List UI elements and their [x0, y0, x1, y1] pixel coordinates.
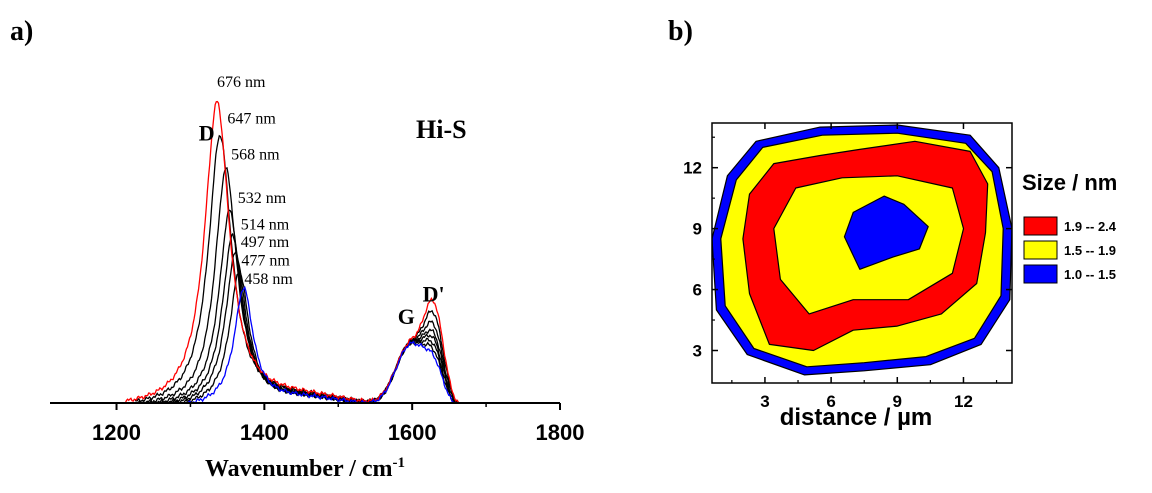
y-tick-label: 3 [693, 342, 702, 361]
y-tick-label: 9 [693, 220, 702, 239]
map-axis-ticks: 3 6 9 12 3 6 9 12 [683, 123, 1012, 411]
spectrum-line [134, 134, 486, 405]
x-axis-label: Wavenumber / cm-1 [205, 455, 405, 482]
map-x-axis-label: distance / µm [780, 404, 933, 431]
spectrum-line [135, 209, 486, 404]
spectrum-line [135, 232, 486, 404]
legend-label: 1.9 -- 2.4 [1064, 219, 1117, 234]
band-label: G [398, 304, 415, 329]
spectrum-line [135, 271, 486, 405]
peak-label: 647 nm [227, 111, 276, 128]
x-tick-label: 1200 [92, 420, 141, 445]
peak-label: 458 nm [244, 271, 293, 288]
x-axis-ticks: 1200 1400 1600 1800 [92, 403, 584, 445]
x-tick-label: 1600 [388, 420, 437, 445]
map-frame [711, 122, 1013, 384]
legend-swatch [1023, 264, 1058, 284]
y-tick-label: 6 [693, 281, 702, 300]
y-tick-label: 12 [683, 159, 702, 178]
map-legend: 1.9 -- 2.4 1.5 -- 1.9 1.0 -- 1.5 [1023, 216, 1117, 284]
contour-region [843, 195, 929, 270]
legend-title: Size / nm [1022, 170, 1117, 195]
sample-label: Hi-S [416, 115, 467, 144]
peak-label: 514 nm [241, 217, 290, 234]
peak-label: 568 nm [231, 147, 280, 164]
x-tick-label: 12 [954, 392, 973, 411]
peak-label: 676 nm [217, 74, 266, 91]
x-tick-label: 3 [760, 392, 769, 411]
panel-a-label: a) [10, 16, 33, 47]
x-tick-label: 1800 [536, 420, 585, 445]
x-tick-label: 9 [893, 392, 902, 411]
peak-label: 532 nm [238, 190, 287, 207]
band-label: D' [423, 281, 445, 306]
spectrum-line [135, 285, 521, 404]
band-label: D [199, 121, 215, 146]
legend-swatch [1023, 216, 1058, 236]
panel-b: b) 3 6 9 12 3 6 9 12 distance / µm Size / nm 1.… [668, 16, 1117, 431]
legend-swatch [1023, 240, 1058, 260]
spectrum-line [135, 250, 486, 404]
spectrum-line [124, 100, 505, 405]
legend-label: 1.0 -- 1.5 [1064, 267, 1116, 282]
spectra-curves [124, 100, 521, 405]
panel-b-label: b) [668, 16, 693, 47]
panel-a: a) Hi-S 1200 1400 1600 1800 676 nm 647 nm 568… [10, 16, 584, 482]
peak-label: 477 nm [241, 252, 290, 269]
size-map [712, 124, 1012, 376]
x-tick-label: 6 [826, 392, 835, 411]
peak-label: 497 nm [241, 234, 290, 251]
x-tick-label: 1400 [240, 420, 289, 445]
legend-label: 1.5 -- 1.9 [1064, 243, 1116, 258]
